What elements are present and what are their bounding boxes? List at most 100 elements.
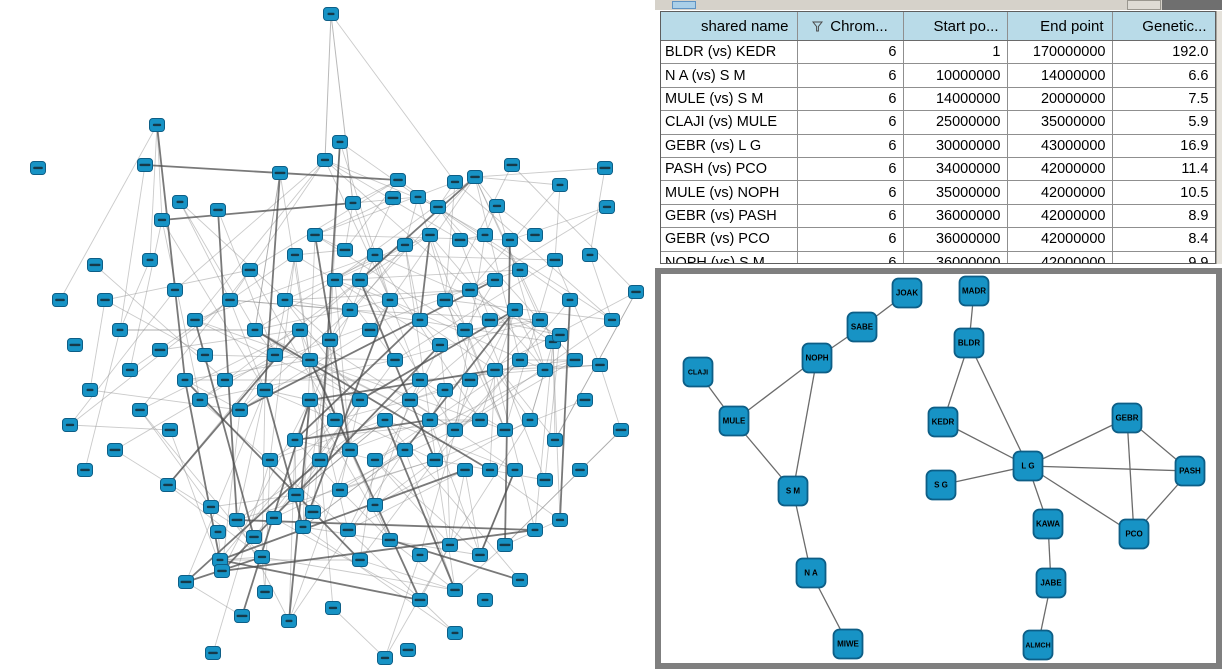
table-cell[interactable]: GEBR (vs) PASH	[661, 204, 798, 229]
column-header-chrom[interactable]: Chrom...	[797, 12, 904, 41]
table-row[interactable]: MULE (vs) NOPH 6 35000000 42000000 10.5	[661, 180, 1215, 205]
network-node[interactable]	[497, 423, 513, 437]
network-node[interactable]	[352, 553, 368, 567]
network-node-n-a[interactable]: N A	[795, 557, 827, 589]
network-node[interactable]	[214, 564, 230, 578]
network-node[interactable]	[397, 238, 413, 252]
network-node[interactable]	[432, 338, 448, 352]
table-cell[interactable]: 6	[797, 87, 904, 112]
network-node[interactable]	[187, 313, 203, 327]
vertical-scrollbar[interactable]	[1216, 11, 1222, 264]
network-node[interactable]	[234, 609, 250, 623]
network-node[interactable]	[537, 473, 553, 487]
network-node[interactable]	[342, 443, 358, 457]
network-node-madr[interactable]: MADR	[958, 275, 990, 307]
network-node[interactable]	[132, 403, 148, 417]
network-node-gebr[interactable]: GEBR	[1111, 402, 1143, 434]
table-cell[interactable]: 1	[903, 40, 1008, 65]
table-cell[interactable]: GEBR (vs) PCO	[661, 227, 798, 252]
network-node[interactable]	[254, 550, 270, 564]
table-cell[interactable]: GEBR (vs) L G	[661, 134, 798, 158]
network-node[interactable]	[287, 248, 303, 262]
table-cell[interactable]: 43000000	[1007, 134, 1113, 158]
network-node[interactable]	[288, 488, 304, 502]
table-cell[interactable]: 36000000	[903, 204, 1008, 229]
table-cell[interactable]: NOPH (vs) S M	[661, 251, 798, 263]
network-node[interactable]	[82, 383, 98, 397]
network-node[interactable]	[242, 263, 258, 277]
horizontal-scrollbar[interactable]	[655, 0, 1222, 10]
network-node[interactable]	[412, 548, 428, 562]
network-node[interactable]	[362, 323, 378, 337]
network-node[interactable]	[552, 513, 568, 527]
network-node[interactable]	[527, 523, 543, 537]
network-node[interactable]	[272, 166, 288, 180]
network-node[interactable]	[482, 463, 498, 477]
network-node[interactable]	[599, 200, 615, 214]
network-node[interactable]	[457, 463, 473, 477]
table-cell[interactable]: 10000000	[903, 63, 1008, 88]
table-cell[interactable]: 6.6	[1112, 63, 1215, 88]
network-node[interactable]	[410, 190, 426, 204]
network-node[interactable]	[154, 213, 170, 227]
network-node[interactable]	[302, 353, 318, 367]
network-node[interactable]	[197, 348, 213, 362]
network-node[interactable]	[327, 273, 343, 287]
network-node[interactable]	[385, 191, 401, 205]
table-cell[interactable]: 42000000	[1007, 251, 1113, 263]
network-node-s-m[interactable]: S M	[777, 475, 809, 507]
table-cell[interactable]: 6	[797, 157, 904, 182]
table-cell[interactable]: 30000000	[903, 134, 1008, 158]
network-node[interactable]	[112, 323, 128, 337]
network-node-joak[interactable]: JOAK	[891, 277, 923, 309]
table-row[interactable]: GEBR (vs) PCO 6 36000000 42000000 8.4	[661, 227, 1215, 252]
network-node[interactable]	[302, 393, 318, 407]
network-node[interactable]	[512, 353, 528, 367]
network-node[interactable]	[577, 393, 593, 407]
network-node-claji[interactable]: CLAJI	[682, 356, 714, 388]
network-node[interactable]	[267, 348, 283, 362]
network-node[interactable]	[422, 413, 438, 427]
network-node-l-g[interactable]: L G	[1012, 450, 1044, 482]
network-node[interactable]	[512, 263, 528, 277]
table-cell[interactable]: 8.4	[1112, 227, 1215, 252]
network-node[interactable]	[477, 228, 493, 242]
table-cell[interactable]: 5.9	[1112, 110, 1215, 135]
network-node[interactable]	[427, 453, 443, 467]
network-node[interactable]	[210, 525, 226, 539]
network-node[interactable]	[507, 463, 523, 477]
network-node[interactable]	[305, 505, 321, 519]
network-node-miwe[interactable]: MIWE	[832, 628, 864, 660]
table-cell[interactable]: 8.9	[1112, 204, 1215, 229]
network-node[interactable]	[257, 383, 273, 397]
network-node[interactable]	[67, 338, 83, 352]
network-node[interactable]	[292, 323, 308, 337]
network-node[interactable]	[582, 248, 598, 262]
network-node[interactable]	[97, 293, 113, 307]
network-node[interactable]	[412, 373, 428, 387]
large-network-canvas[interactable]	[0, 0, 650, 669]
network-node[interactable]	[262, 453, 278, 467]
network-node[interactable]	[352, 273, 368, 287]
network-node[interactable]	[562, 293, 578, 307]
network-node[interactable]	[489, 199, 505, 213]
network-node[interactable]	[462, 373, 478, 387]
network-node-almch[interactable]: ALMCH	[1022, 629, 1054, 661]
table-cell[interactable]: 36000000	[903, 251, 1008, 263]
network-node-pash[interactable]: PASH	[1174, 455, 1206, 487]
network-node[interactable]	[437, 383, 453, 397]
network-node[interactable]	[447, 626, 463, 640]
network-node[interactable]	[628, 285, 644, 299]
network-node-sabe[interactable]: SABE	[846, 311, 878, 343]
network-node[interactable]	[377, 413, 393, 427]
table-cell[interactable]: 6	[797, 180, 904, 205]
table-cell[interactable]: 6	[797, 227, 904, 252]
network-node-kedr[interactable]: KEDR	[927, 406, 959, 438]
network-node[interactable]	[504, 158, 520, 172]
network-node[interactable]	[613, 423, 629, 437]
network-node[interactable]	[482, 313, 498, 327]
network-node[interactable]	[222, 293, 238, 307]
network-node[interactable]	[277, 293, 293, 307]
network-node[interactable]	[192, 393, 208, 407]
table-cell[interactable]: 11.4	[1112, 157, 1215, 182]
